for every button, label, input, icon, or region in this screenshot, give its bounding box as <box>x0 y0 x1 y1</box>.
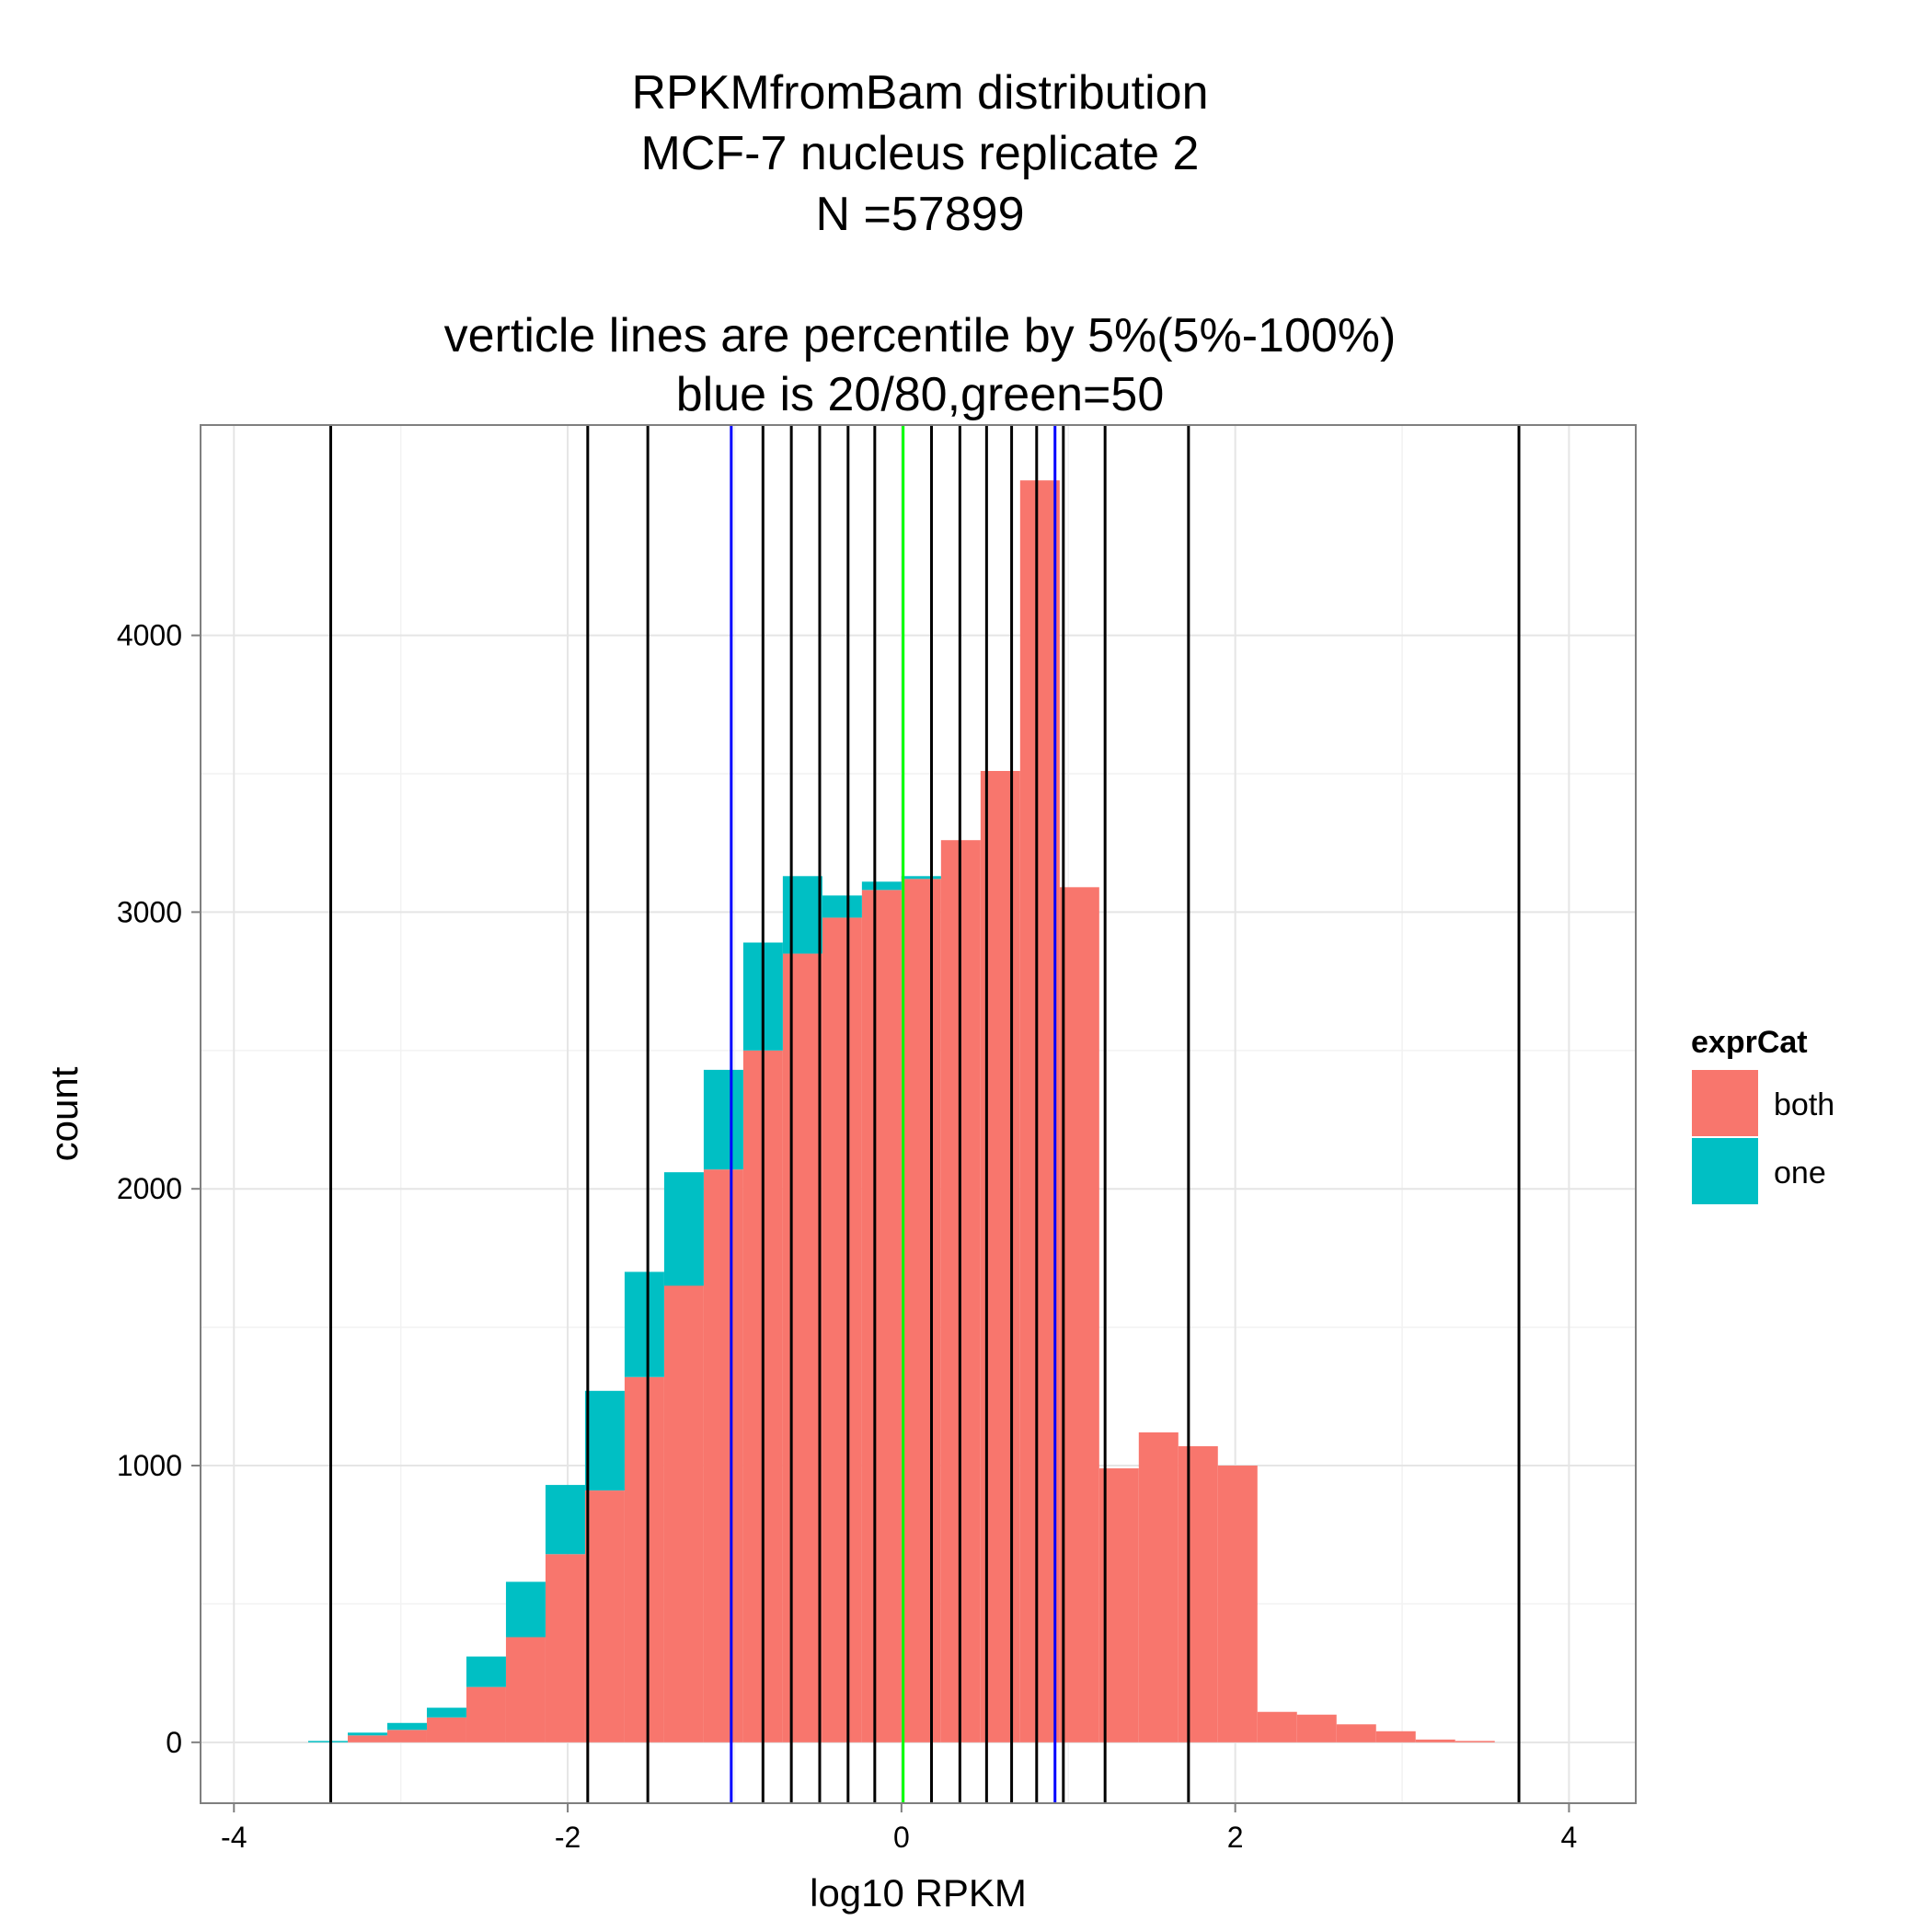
bar-both <box>1296 1714 1337 1742</box>
legend-label-one: one <box>1774 1156 1826 1190</box>
bar-one <box>426 1708 466 1718</box>
bar-both <box>386 1730 427 1742</box>
bar-both <box>703 1169 743 1742</box>
y-tick-label: 0 <box>166 1726 182 1759</box>
y-axis-title: count <box>42 1066 86 1161</box>
bar-both <box>663 1285 704 1742</box>
bar-both <box>861 890 902 1742</box>
bar-both <box>1217 1466 1258 1742</box>
bar-both <box>584 1490 625 1742</box>
plot-panel-border <box>200 424 1637 1804</box>
title-line-5: verticle lines are percentile by 5%(5%-1… <box>444 309 1397 362</box>
bar-both <box>1059 887 1099 1742</box>
bar-both <box>624 1376 664 1742</box>
bar-one <box>308 1741 348 1742</box>
legend-key-both <box>1690 1068 1760 1138</box>
bar-one <box>545 1485 585 1555</box>
bar-one <box>624 1271 664 1377</box>
bar-both <box>782 953 822 1742</box>
bar-both <box>1455 1741 1495 1742</box>
bar-both <box>466 1686 506 1742</box>
x-tick-label: 4 <box>1561 1821 1578 1854</box>
legend-label-both: both <box>1774 1087 1834 1122</box>
bar-both <box>901 879 941 1742</box>
x-tick-label: -2 <box>555 1821 581 1854</box>
legend: exprCat both one <box>1690 1025 1834 1206</box>
chart-title: RPKMfromBam distribution MCF-7 nucleus r… <box>444 66 1397 421</box>
x-axis-title: log10 RPKM <box>810 1871 1027 1915</box>
bar-one <box>347 1732 387 1736</box>
x-tick-label: 2 <box>1227 1821 1244 1854</box>
bar-both <box>347 1735 387 1742</box>
bar-one <box>505 1581 546 1638</box>
bar-one <box>861 881 902 891</box>
y-axis: 0 1000 2000 3000 4000 <box>117 619 201 1759</box>
bar-one <box>584 1390 625 1491</box>
percentile-lines <box>328 425 1521 1803</box>
bar-one <box>901 876 941 880</box>
bar-both <box>1257 1711 1297 1742</box>
bar-both <box>426 1717 466 1742</box>
x-axis: -4 -2 0 2 4 <box>221 1803 1577 1854</box>
bar-both <box>1336 1724 1376 1742</box>
bar-one <box>782 876 822 954</box>
bar-one <box>663 1172 704 1286</box>
bar-both <box>1415 1739 1455 1742</box>
bar-one <box>466 1656 506 1687</box>
y-tick-label: 2000 <box>117 1172 182 1205</box>
legend-title: exprCat <box>1691 1025 1808 1060</box>
legend-key-one <box>1690 1136 1760 1206</box>
bar-both <box>1019 480 1060 1742</box>
bar-both <box>1178 1445 1218 1742</box>
title-line-3: N =57899 <box>816 188 1025 241</box>
bar-both <box>545 1554 585 1742</box>
bar-both <box>1375 1731 1416 1742</box>
bar-one <box>703 1069 743 1170</box>
y-tick-label: 4000 <box>117 619 182 652</box>
bar-both <box>1138 1432 1179 1742</box>
bar-both <box>822 917 862 1742</box>
title-line-6: blue is 20/80,green=50 <box>676 368 1165 421</box>
bar-one <box>386 1722 427 1731</box>
title-line-2: MCF-7 nucleus replicate 2 <box>641 127 1200 180</box>
bar-one <box>822 895 862 918</box>
title-line-1: RPKMfromBam distribution <box>631 66 1208 120</box>
x-tick-label: 0 <box>893 1821 910 1854</box>
y-tick-label: 3000 <box>117 895 182 928</box>
y-tick-label: 1000 <box>117 1449 182 1482</box>
x-tick-label: -4 <box>221 1821 247 1854</box>
bar-both <box>505 1637 546 1742</box>
